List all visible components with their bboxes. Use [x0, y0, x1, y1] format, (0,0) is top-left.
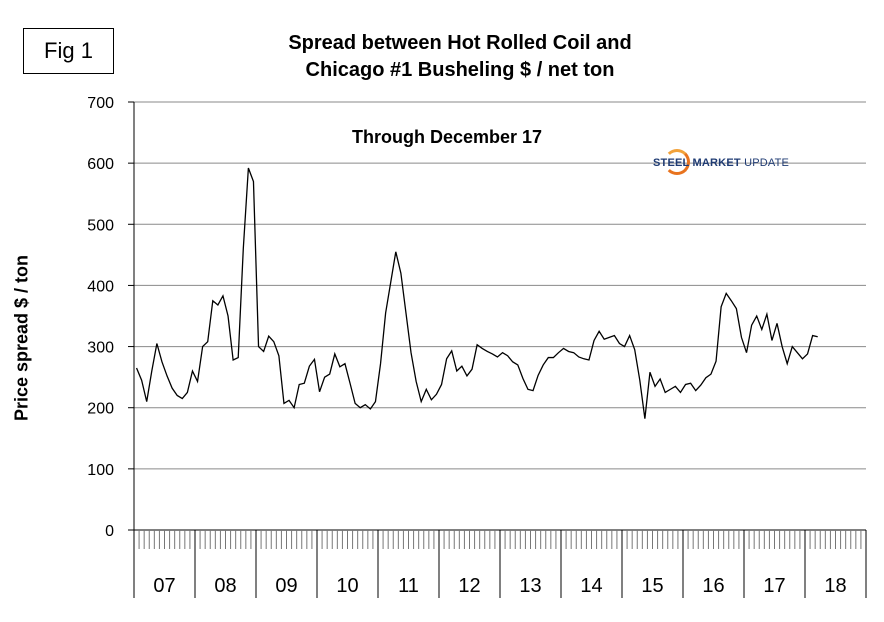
year-label-08: 08 — [214, 575, 236, 597]
figure-label: Fig 1 — [23, 28, 114, 74]
y-tick-label-100: 100 — [87, 462, 114, 479]
year-label-07: 07 — [153, 575, 175, 597]
year-label-15: 15 — [641, 575, 663, 597]
year-label-12: 12 — [458, 575, 480, 597]
year-label-17: 17 — [763, 575, 785, 597]
year-label-10: 10 — [336, 575, 358, 597]
logo-text: STEEL MARKET UPDATE — [653, 157, 790, 169]
year-label-16: 16 — [702, 575, 724, 597]
x-axis-ticks — [133, 530, 867, 598]
y-tick-label-0: 0 — [105, 523, 114, 540]
y-axis-tick-labels: 0 100 200 300 400 500 600 700 — [87, 95, 114, 540]
gridlines — [134, 101, 866, 470]
steel-market-update-logo: STEEL MARKET UPDATE — [640, 145, 800, 185]
x-axis-year-labels: 07 08 09 10 11 12 13 14 15 16 17 18 — [153, 575, 846, 597]
year-label-09: 09 — [275, 575, 297, 597]
chart-title-line-2: Chicago #1 Busheling $ / net ton — [305, 59, 615, 81]
y-axis-label: Price spread $ / ton — [11, 254, 32, 422]
year-label-14: 14 — [580, 575, 602, 597]
y-tick-label-700: 700 — [87, 95, 114, 112]
y-tick-label-600: 600 — [87, 156, 114, 173]
chart-title: Spread between Hot Rolled Coil and Chica… — [200, 30, 720, 84]
chart-title-line-1: Spread between Hot Rolled Coil and — [288, 32, 632, 54]
y-tick-label-200: 200 — [87, 401, 114, 418]
year-label-13: 13 — [519, 575, 541, 597]
series-line-spread — [135, 167, 818, 419]
y-tick-label-400: 400 — [87, 278, 114, 295]
chart-annotation: Through December 17 — [352, 127, 543, 147]
y-tick-label-300: 300 — [87, 340, 114, 357]
year-label-18: 18 — [824, 575, 846, 597]
logo-swoosh-icon — [664, 149, 690, 175]
year-label-11: 11 — [398, 575, 419, 597]
y-tick-label-500: 500 — [87, 217, 114, 234]
